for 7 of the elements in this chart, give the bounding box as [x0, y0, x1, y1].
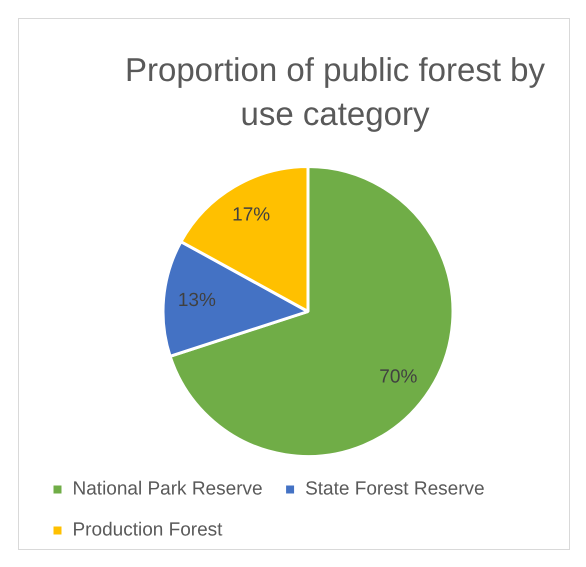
data-label: 17% — [232, 204, 270, 226]
legend-label: National Park Reserve — [72, 478, 263, 500]
chart-title: Proportion of public forest by use category — [124, 50, 546, 134]
legend-label: Production Forest — [72, 520, 224, 541]
data-label: 70% — [379, 366, 418, 388]
legend-label: State Forest Reserve — [305, 478, 485, 500]
data-label: 13% — [178, 290, 216, 312]
